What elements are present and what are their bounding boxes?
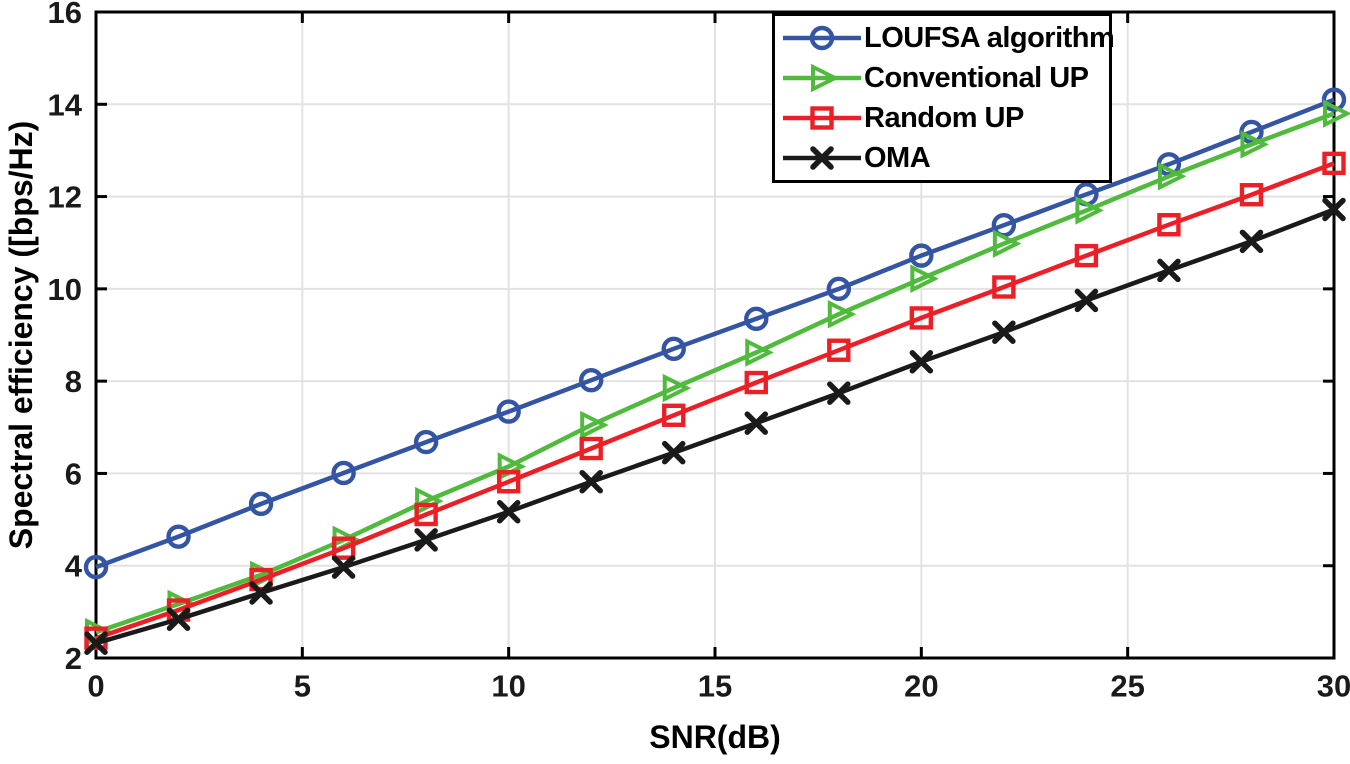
y-tick-label-16: 16 <box>48 0 82 30</box>
marker-loufsa-algorithm-x0 <box>83 554 109 580</box>
marker-loufsa-algorithm-x20 <box>909 243 934 268</box>
legend-swatch-circle-icon <box>783 25 861 51</box>
series-loufsa-algorithm <box>83 87 1347 580</box>
marker-loufsa-algorithm-x10 <box>496 399 521 424</box>
marker-oma-x2 <box>166 607 191 631</box>
legend-marker-oma <box>810 146 834 170</box>
marker-conventional-up-x20 <box>910 264 939 293</box>
marker-oma-x8 <box>414 528 438 552</box>
tick-label-layer: 0 5 10 15 20 25 30 2 4 6 8 10 12 14 16 <box>48 0 1350 703</box>
marker-random-up-x20 <box>909 306 934 330</box>
x-tick-label-0: 0 <box>87 668 104 703</box>
marker-conventional-up-x28 <box>1240 130 1269 159</box>
marker-oma-x22 <box>992 320 1016 344</box>
marker-oma-x12 <box>579 469 603 494</box>
marker-conventional-up-x26 <box>1157 162 1187 191</box>
legend-swatch-x-icon <box>783 146 861 170</box>
marker-loufsa-algorithm-x2 <box>166 524 191 549</box>
marker-oma-x16 <box>744 411 769 435</box>
marker-random-up-x24 <box>1074 243 1099 268</box>
marker-random-up-x12 <box>579 436 603 461</box>
x-tick-label-10: 10 <box>491 668 525 703</box>
marker-loufsa-algorithm-x6 <box>331 460 356 486</box>
legend-label-conventional-up: Conventional UP <box>864 61 1089 94</box>
marker-oma-x6 <box>331 555 356 579</box>
marker-random-up-x26 <box>1157 213 1181 237</box>
marker-random-up-x8 <box>414 502 438 527</box>
marker-oma-x28 <box>1239 229 1264 254</box>
marker-random-up-x16 <box>744 370 768 395</box>
marker-conventional-up-x12 <box>580 410 609 440</box>
marker-oma-x24 <box>1074 288 1099 313</box>
legend-item-loufsa-algorithm: LOUFSA algorithm <box>780 18 1115 58</box>
x-axis-label: SNR(dB) <box>649 719 781 755</box>
marker-random-up-x18 <box>827 338 851 362</box>
marker-random-up-x30 <box>1322 151 1346 176</box>
series-line-conventional-up <box>95 111 1335 635</box>
grid-layer <box>95 11 1335 659</box>
y-axis-label: Spectral efficiency ([bps/Hz) <box>3 121 39 550</box>
marker-conventional-up-x24 <box>1075 196 1104 225</box>
legend-label-oma: OMA <box>864 141 931 174</box>
legend-item-oma: OMA <box>780 138 1107 178</box>
marker-oma-x10 <box>496 499 521 524</box>
series-oma <box>84 197 1346 655</box>
marker-conventional-up-x14 <box>662 373 692 403</box>
marker-loufsa-algorithm-x18 <box>826 276 851 302</box>
marker-loufsa-algorithm-x30 <box>1321 87 1347 112</box>
marker-conventional-up-x30 <box>1323 99 1350 128</box>
marker-loufsa-algorithm-x4 <box>248 491 274 517</box>
y-tick-label-4: 4 <box>65 549 83 584</box>
legend-marker-loufsa-algorithm <box>809 25 835 51</box>
marker-oma-x14 <box>661 440 686 465</box>
series-line-oma <box>95 207 1335 646</box>
marker-random-up-x10 <box>496 470 521 494</box>
marker-random-up-x22 <box>992 275 1016 299</box>
marker-conventional-up-x22 <box>992 229 1022 258</box>
x-tick-label-15: 15 <box>698 668 732 703</box>
x-tick-label-25: 25 <box>1110 668 1144 703</box>
legend-swatch-triangle-right-icon <box>783 63 861 93</box>
legend-marker-random-up <box>810 106 834 130</box>
marker-oma-x26 <box>1157 258 1181 283</box>
legend-label-loufsa-algorithm: LOUFSA algorithm <box>864 21 1115 54</box>
x-tick-label-20: 20 <box>904 668 938 703</box>
marker-loufsa-algorithm-x12 <box>579 368 604 393</box>
y-tick-label-12: 12 <box>48 180 82 215</box>
series-line-loufsa-algorithm <box>95 97 1335 570</box>
marker-random-up-x28 <box>1239 183 1264 207</box>
marker-oma-x4 <box>249 581 273 605</box>
series-layer <box>83 87 1350 655</box>
marker-conventional-up-x16 <box>745 338 774 367</box>
marker-conventional-up-x18 <box>827 299 857 329</box>
marker-oma-x30 <box>1322 197 1346 222</box>
marker-loufsa-algorithm-x8 <box>413 429 439 455</box>
series-conventional-up <box>85 99 1350 647</box>
legend: LOUFSA algorithm Conventional UP Random UP… <box>772 13 1115 183</box>
marker-random-up-x14 <box>662 403 686 427</box>
y-tick-label-8: 8 <box>65 364 82 399</box>
marker-loufsa-algorithm-x14 <box>661 336 686 362</box>
marker-loufsa-algorithm-x16 <box>744 306 769 332</box>
legend-item-random-up: Random UP <box>780 98 1107 138</box>
y-tick-label-2: 2 <box>65 641 82 676</box>
y-tick-label-14: 14 <box>48 87 83 122</box>
axes-layer <box>94 10 1336 660</box>
x-tick-label-30: 30 <box>1317 668 1350 703</box>
legend-item-conventional-up: Conventional UP <box>780 58 1107 98</box>
legend-marker-conventional-up <box>811 63 840 93</box>
y-tick-label-10: 10 <box>48 272 82 307</box>
series-random-up <box>84 151 1346 650</box>
series-line-random-up <box>95 161 1335 641</box>
marker-oma-x20 <box>909 350 934 374</box>
legend-swatch-square-icon <box>783 106 861 130</box>
marker-oma-x18 <box>827 381 851 405</box>
marker-random-up-x6 <box>331 536 356 560</box>
legend-label-random-up: Random UP <box>864 101 1024 134</box>
x-tick-label-5: 5 <box>294 668 311 703</box>
y-tick-label-6: 6 <box>65 456 82 491</box>
marker-oma-x0 <box>84 631 108 655</box>
